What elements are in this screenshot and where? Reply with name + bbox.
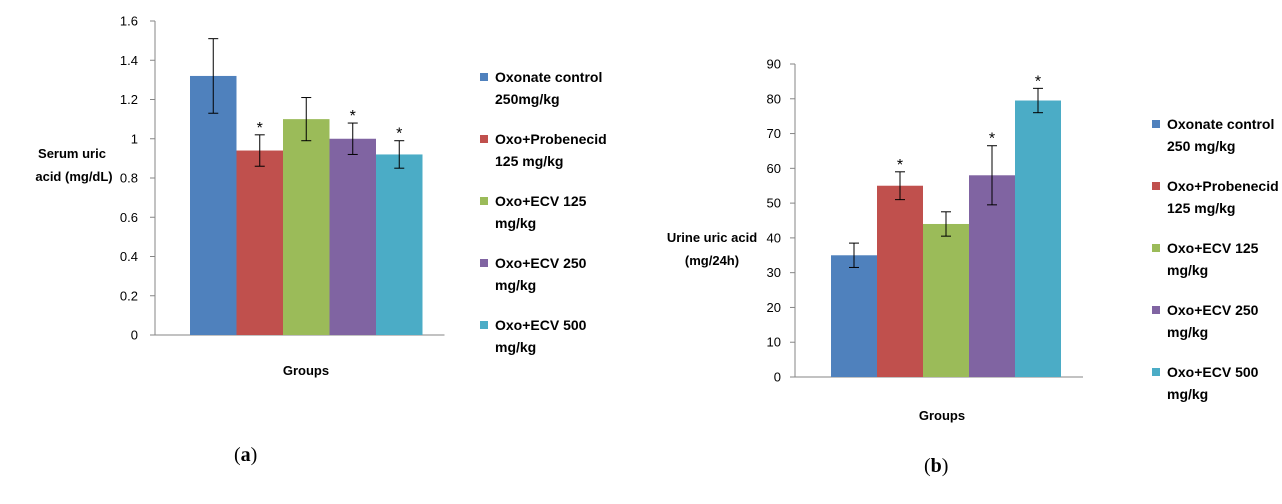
y-tick-label: 30	[767, 265, 781, 280]
significance-marker-2: *	[897, 157, 903, 174]
legend-label-1-line-2: 250 mg/kg	[1167, 138, 1235, 154]
chart-serum-uric-acid: 0 0.2 0.4 0.6 0.8 1 1.2 1.4 1.6 * * * Groups Serum ur…	[35, 14, 606, 379]
y-tick-label: 90	[767, 57, 781, 72]
legend-label-3-line-1: Oxo+ECV 125	[1167, 240, 1259, 256]
legend-label-2-line-1: Oxo+Probenecid	[495, 131, 607, 147]
bar-2	[236, 150, 283, 335]
significance-marker-2: *	[257, 120, 263, 137]
legend-label-3-line-2: mg/kg	[1167, 262, 1208, 278]
bar-5	[376, 154, 423, 335]
significance-marker-5: *	[396, 126, 402, 143]
legend-key-4	[480, 259, 488, 267]
y-tick-label: 70	[767, 126, 781, 141]
legend-label-4-line-2: mg/kg	[1167, 324, 1208, 340]
legend-label-4-line-1: Oxo+ECV 250	[1167, 302, 1259, 318]
legend-label-4-line-1: Oxo+ECV 250	[495, 255, 587, 271]
legend-key-3	[480, 197, 488, 205]
y-axis-title-line-2: acid (mg/dL)	[35, 169, 112, 184]
bar-5	[1015, 100, 1061, 378]
legend-label-2-line-1: Oxo+Probenecid	[1167, 178, 1279, 194]
bar-3	[923, 223, 969, 377]
legend-key-2	[1152, 182, 1160, 190]
legend-key-5	[480, 321, 488, 329]
y-tick-label: 1	[131, 131, 138, 146]
significance-marker-4: *	[350, 108, 356, 125]
y-tick-label: 0.4	[120, 249, 138, 264]
y-tick-label: 40	[767, 230, 781, 245]
panel-label-a: (a)	[234, 444, 257, 466]
legend-label-5-line-2: mg/kg	[495, 339, 536, 355]
y-tick-label: 1.4	[120, 53, 138, 68]
bar-1	[190, 75, 237, 335]
legend-label-1-line-1: Oxonate control	[1167, 116, 1274, 132]
bar-2	[877, 185, 923, 377]
panel-label-b: (b)	[924, 455, 948, 477]
y-tick-label: 1.6	[120, 14, 138, 29]
legend-key-4	[1152, 306, 1160, 314]
y-tick-label: 20	[767, 300, 781, 315]
y-tick-label: 1.2	[120, 92, 138, 107]
x-axis-title: Groups	[283, 363, 329, 378]
y-axis-title-line-2: (mg/24h)	[685, 253, 739, 268]
y-tick-label: 50	[767, 196, 781, 211]
legend-key-1	[1152, 120, 1160, 128]
significance-marker-5: *	[1035, 73, 1041, 90]
bar-4	[969, 175, 1015, 377]
legend-label-5-line-1: Oxo+ECV 500	[495, 317, 587, 333]
legend-label-5-line-2: mg/kg	[1167, 386, 1208, 402]
y-tick-label: 0.8	[120, 171, 138, 186]
legend-label-4-line-2: mg/kg	[495, 277, 536, 293]
legend-label-3-line-2: mg/kg	[495, 215, 536, 231]
bar-1	[831, 255, 877, 377]
bar-3	[283, 119, 330, 335]
significance-marker-4: *	[989, 131, 995, 148]
legend-key-2	[480, 135, 488, 143]
legend-label-1-line-1: Oxonate control	[495, 69, 602, 85]
y-axis-title-line-1: Urine uric acid	[667, 230, 757, 245]
chart-urine-uric-acid: 0 10 20 30 40 50 60 70 80 90 * * * Groups Urine uric a…	[667, 57, 1279, 424]
bar-4	[329, 138, 376, 335]
legend-key-1	[480, 73, 488, 81]
x-axis-title: Groups	[919, 408, 965, 423]
legend-key-5	[1152, 368, 1160, 376]
legend-label-3-line-1: Oxo+ECV 125	[495, 193, 587, 209]
y-tick-label: 0	[131, 328, 138, 343]
y-tick-label: 60	[767, 161, 781, 176]
y-tick-label: 0	[774, 370, 781, 385]
y-tick-label: 0.6	[120, 210, 138, 225]
y-tick-label: 80	[767, 91, 781, 106]
y-tick-label: 0.2	[120, 288, 138, 303]
legend-label-1-line-2: 250mg/kg	[495, 91, 560, 107]
legend-key-3	[1152, 244, 1160, 252]
y-axis-title-line-1: Serum uric	[38, 146, 106, 161]
y-tick-label: 10	[767, 335, 781, 350]
legend-label-2-line-2: 125 mg/kg	[495, 153, 563, 169]
legend-label-5-line-1: Oxo+ECV 500	[1167, 364, 1259, 380]
legend-label-2-line-2: 125 mg/kg	[1167, 200, 1235, 216]
